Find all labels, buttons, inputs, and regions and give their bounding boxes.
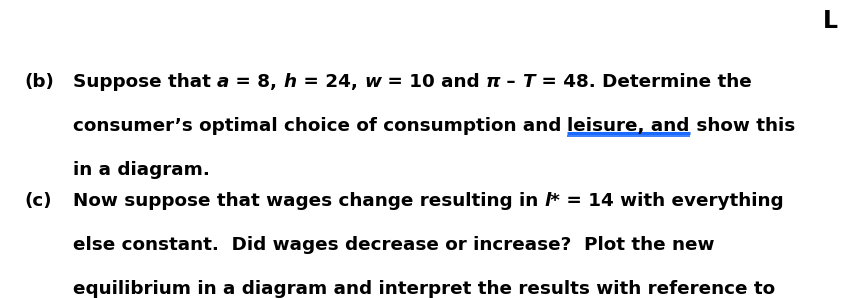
Text: Suppose that: Suppose that xyxy=(73,73,217,91)
Text: (c): (c) xyxy=(24,192,51,210)
Text: l*: l* xyxy=(543,192,560,210)
Text: T: T xyxy=(522,73,534,91)
Text: = 14 with everything: = 14 with everything xyxy=(560,192,783,210)
Text: consumer’s optimal choice of consumption and: consumer’s optimal choice of consumption… xyxy=(73,117,566,135)
Text: Now suppose that wages change resulting in: Now suppose that wages change resulting … xyxy=(73,192,543,210)
Text: (b): (b) xyxy=(24,73,54,91)
Text: L: L xyxy=(822,9,838,33)
Text: leisure, and: leisure, and xyxy=(566,117,689,135)
Text: h: h xyxy=(283,73,296,91)
Text: –: – xyxy=(500,73,522,91)
Text: else constant.  Did wages decrease or increase?  Plot the new: else constant. Did wages decrease or inc… xyxy=(73,236,713,254)
Text: w: w xyxy=(363,73,380,91)
Text: in a diagram.: in a diagram. xyxy=(73,161,209,179)
Text: = 24,: = 24, xyxy=(296,73,363,91)
Text: = 10 and: = 10 and xyxy=(380,73,485,91)
Text: show this: show this xyxy=(689,117,794,135)
Text: a: a xyxy=(217,73,229,91)
Text: equilibrium in a diagram and interpret the results with reference to: equilibrium in a diagram and interpret t… xyxy=(73,280,774,298)
Text: = 8,: = 8, xyxy=(229,73,283,91)
Text: = 48. Determine the: = 48. Determine the xyxy=(534,73,751,91)
Text: π: π xyxy=(485,73,500,91)
